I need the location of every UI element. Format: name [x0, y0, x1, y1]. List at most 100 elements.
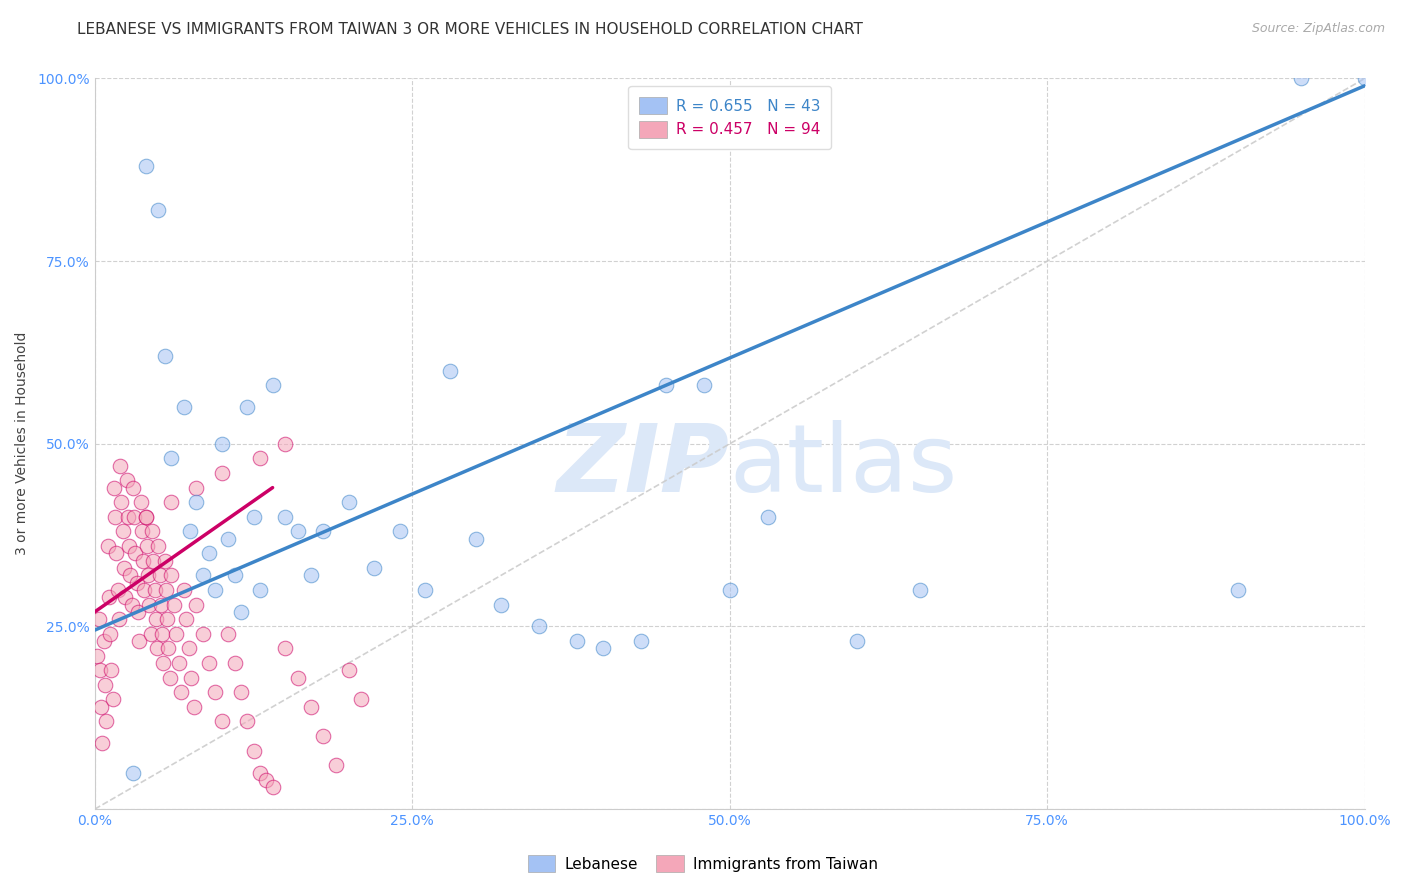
Point: [90, 699, 112, 714]
Point: [87, 612, 110, 626]
Point: [173, 401, 195, 415]
Point: [173, 582, 195, 597]
Point: [262, 780, 284, 794]
Point: [91, 736, 114, 750]
Legend: R = 0.655   N = 43, R = 0.457   N = 94: R = 0.655 N = 43, R = 0.457 N = 94: [628, 87, 831, 149]
Point: [413, 582, 436, 597]
Point: [105, 546, 128, 560]
Point: [157, 641, 180, 656]
Point: [89, 663, 111, 677]
Point: [179, 524, 201, 539]
Point: [174, 612, 197, 626]
Point: [165, 626, 187, 640]
Point: [129, 495, 152, 509]
Point: [110, 495, 132, 509]
Point: [186, 598, 208, 612]
Point: [117, 509, 139, 524]
Point: [204, 685, 226, 699]
Point: [110, 458, 132, 473]
Point: [191, 568, 214, 582]
Point: [159, 671, 181, 685]
Y-axis label: 3 or more Vehicles in Household: 3 or more Vehicles in Household: [15, 332, 30, 556]
Point: [337, 663, 360, 677]
Point: [122, 765, 145, 780]
Point: [845, 634, 868, 648]
Point: [148, 202, 170, 217]
Point: [249, 765, 271, 780]
Point: [224, 568, 246, 582]
Point: [337, 495, 360, 509]
Point: [148, 539, 170, 553]
Point: [131, 524, 153, 539]
Point: [325, 758, 347, 772]
Point: [489, 598, 512, 612]
Point: [96, 539, 118, 553]
Point: [136, 568, 159, 582]
Point: [143, 582, 166, 597]
Point: [183, 699, 205, 714]
Point: [98, 626, 121, 640]
Point: [135, 159, 157, 173]
Point: [160, 495, 183, 509]
Point: [217, 532, 239, 546]
Point: [655, 378, 678, 392]
Point: [236, 714, 259, 729]
Point: [112, 561, 135, 575]
Point: [1354, 71, 1376, 86]
Point: [287, 524, 309, 539]
Point: [108, 612, 131, 626]
Point: [132, 554, 155, 568]
Point: [910, 582, 932, 597]
Point: [224, 656, 246, 670]
Point: [104, 509, 127, 524]
Point: [299, 699, 322, 714]
Point: [135, 509, 157, 524]
Point: [122, 509, 145, 524]
Point: [287, 671, 309, 685]
Point: [135, 509, 157, 524]
Point: [97, 591, 120, 605]
Point: [153, 349, 176, 363]
Point: [146, 641, 169, 656]
Point: [141, 524, 163, 539]
Point: [152, 656, 174, 670]
Text: ZIP: ZIP: [557, 420, 730, 512]
Point: [274, 641, 297, 656]
Text: atlas: atlas: [730, 420, 957, 512]
Point: [718, 582, 741, 597]
Point: [217, 626, 239, 640]
Point: [160, 568, 183, 582]
Point: [198, 656, 221, 670]
Point: [149, 568, 172, 582]
Point: [186, 495, 208, 509]
Point: [236, 401, 259, 415]
Point: [249, 582, 271, 597]
Text: Source: ZipAtlas.com: Source: ZipAtlas.com: [1251, 22, 1385, 36]
Point: [177, 641, 200, 656]
Point: [101, 692, 124, 706]
Point: [254, 772, 277, 787]
Point: [135, 539, 157, 553]
Point: [567, 634, 589, 648]
Point: [115, 473, 138, 487]
Point: [388, 524, 411, 539]
Point: [128, 634, 150, 648]
Point: [107, 582, 129, 597]
Point: [156, 612, 179, 626]
Point: [464, 532, 486, 546]
Point: [180, 671, 202, 685]
Point: [103, 481, 125, 495]
Point: [120, 568, 142, 582]
Point: [756, 509, 779, 524]
Legend: Lebanese, Immigrants from Taiwan: Lebanese, Immigrants from Taiwan: [520, 847, 886, 880]
Point: [274, 509, 297, 524]
Point: [529, 619, 551, 633]
Point: [198, 546, 221, 560]
Point: [121, 598, 143, 612]
Point: [363, 561, 385, 575]
Point: [592, 641, 614, 656]
Point: [138, 598, 160, 612]
Point: [211, 466, 233, 480]
Point: [350, 692, 373, 706]
Point: [86, 648, 108, 663]
